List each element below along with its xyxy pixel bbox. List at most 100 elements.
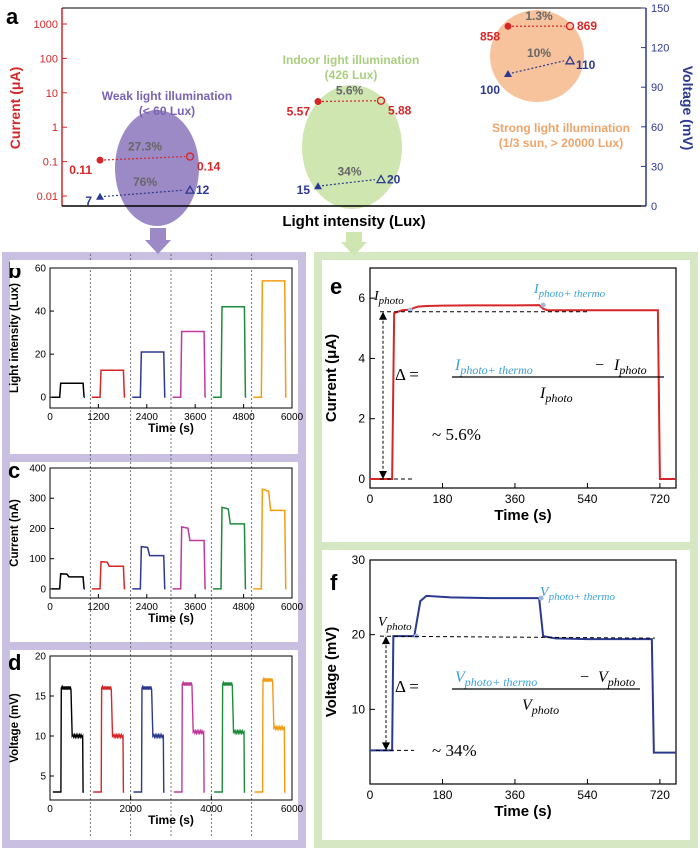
arrow-weak-head	[145, 240, 171, 254]
c-x-tick-label: 0	[47, 602, 53, 613]
c-y-tick-label: 0	[40, 584, 46, 595]
c-y-tick-label: 400	[29, 464, 46, 475]
c-series-line-1	[91, 560, 126, 590]
e-x-tick-label: 540	[577, 492, 597, 506]
c-series-line-2	[132, 545, 166, 590]
e-result: ~ 5.6%	[432, 425, 481, 444]
c-y-tick-label: 200	[29, 524, 46, 535]
panel-bg-d	[10, 650, 298, 840]
f-xlabel: Time (s)	[494, 803, 551, 820]
d-y-tick-label: 15	[35, 692, 47, 703]
d-x-tick-label: 4000	[200, 804, 223, 815]
b-x-tick-label: 1200	[87, 412, 110, 423]
current-end-marker	[565, 21, 575, 31]
current-end-label: 5.88	[388, 104, 412, 118]
e-photo-label: Iphoto	[373, 289, 404, 307]
f-x-tick-label: 540	[577, 788, 597, 802]
d-xlabel: Time (s)	[148, 813, 194, 827]
a-left-tick-label: 0.1	[43, 157, 58, 169]
group-ellipse-1	[302, 85, 402, 209]
a-left-tick-label: 0.01	[37, 191, 58, 203]
a-right-tick-label: 90	[651, 82, 663, 94]
voltage-start-label: 7	[85, 194, 92, 208]
d-y-tick-label: 5	[40, 772, 46, 783]
b-y-tick-label: 40	[35, 307, 47, 318]
f-marker-end	[538, 595, 544, 601]
b-x-tick-label: 0	[47, 412, 53, 423]
f-photo-label: Vphoto	[378, 615, 412, 633]
f-ylabel: Voltage (mV)	[323, 627, 340, 718]
voltage-end-marker	[184, 184, 196, 194]
c-y-tick-label: 100	[29, 554, 46, 565]
voltage-start-marker	[314, 182, 322, 190]
group-ellipse-2	[490, 10, 584, 102]
group-title: Strong light illumination	[492, 121, 630, 135]
panel-letter-e: e	[330, 274, 342, 299]
a-ylabel-left: Current (μA)	[7, 67, 23, 149]
e-formula-num-b: Iphoto	[613, 357, 647, 377]
current-start-marker	[504, 22, 512, 30]
c-series-line-0	[51, 573, 85, 590]
group-subtitle: (426 Lux)	[325, 68, 378, 82]
c-x-tick-label: 3600	[184, 602, 207, 613]
c-x-tick-label: 4800	[232, 602, 255, 613]
f-x-tick-label: 0	[367, 788, 374, 802]
e-x-tick-label: 180	[432, 492, 452, 506]
f-formula-minus: −	[580, 669, 589, 686]
f-result: ~ 34%	[432, 741, 477, 760]
f-y-tick-label: 30	[352, 553, 366, 567]
c-series-line-4	[212, 506, 247, 590]
b-series-line-2	[132, 351, 166, 398]
e-data-line	[370, 304, 676, 480]
d-series-line-3	[173, 680, 205, 793]
a-left-tick-label: 1	[52, 122, 58, 134]
b-series-line-3	[172, 330, 206, 398]
a-ylabel-right: Voltage (mV)	[680, 66, 696, 151]
d-series-line-4	[214, 680, 246, 793]
b-x-tick-label: 4800	[232, 412, 255, 423]
a-left-tick-label: 10	[46, 88, 58, 100]
panel-bg-b	[10, 260, 298, 454]
group-subtitle: (< 60 Lux)	[139, 104, 195, 118]
d-series-line-1	[93, 684, 125, 793]
f-formula-delta: Δ =	[395, 677, 419, 696]
current-end-marker	[376, 96, 386, 105]
b-ylabel: Light intensity (Lux)	[9, 283, 21, 393]
b-xlabel: Time (s)	[148, 421, 194, 435]
a-right-tick-label: 150	[651, 3, 669, 15]
arrow-indoor-stem	[346, 232, 362, 242]
voltage-start-label: 100	[480, 83, 500, 97]
e-y-tick-label: 6	[358, 291, 365, 305]
voltage-connector	[317, 179, 376, 187]
a-right-tick-label: 120	[651, 43, 669, 55]
a-right-tick-label: 60	[651, 122, 663, 134]
panel-bg-c	[10, 462, 298, 642]
panel-letter-d: d	[8, 650, 21, 675]
c-x-tick-label: 2400	[136, 602, 159, 613]
arrow-indoor-head	[341, 242, 367, 256]
current-start-marker	[96, 156, 104, 164]
voltage-connector	[507, 60, 565, 75]
f-delta-arrow-up	[382, 636, 390, 645]
d-ylabel: Voltage (mV)	[9, 693, 21, 763]
e-y-tick-label: 0	[358, 472, 365, 486]
b-y-tick-label: 60	[35, 264, 47, 275]
current-connector	[317, 100, 377, 103]
c-plot-frame	[49, 467, 293, 599]
b-plot-frame	[49, 267, 293, 409]
a-left-tick-label: 1000	[34, 19, 58, 31]
voltage-start-marker	[96, 192, 104, 200]
c-ylabel: Current (nA)	[9, 499, 21, 567]
c-x-tick-label: 6000	[281, 602, 304, 613]
f-y-tick-label: 20	[352, 628, 366, 642]
b-top-cover	[10, 260, 298, 268]
a-right-tick-label: 30	[651, 161, 663, 173]
b-y-tick-label: 20	[35, 350, 47, 361]
e-y-tick-label: 4	[358, 351, 365, 365]
b-series-line-4	[212, 306, 247, 398]
f-thermo-label: Vphoto+ thermo	[540, 585, 615, 603]
d-plot-frame	[49, 655, 293, 801]
e-thermo-label: Iphoto+ thermo	[533, 282, 606, 300]
b-x-tick-label: 2400	[136, 412, 159, 423]
